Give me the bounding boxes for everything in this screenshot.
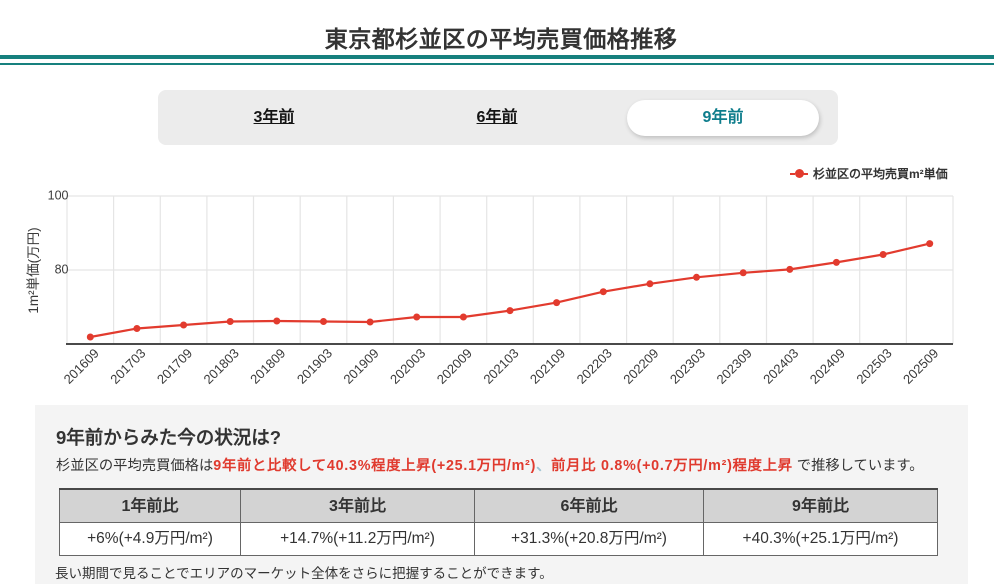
svg-text:202003: 202003	[387, 346, 428, 387]
svg-text:202209: 202209	[620, 346, 661, 387]
svg-text:202009: 202009	[434, 346, 475, 387]
svg-text:100: 100	[48, 189, 69, 203]
svg-text:201803: 201803	[201, 346, 242, 387]
svg-text:201809: 201809	[247, 346, 288, 387]
svg-text:202303: 202303	[667, 346, 708, 387]
svg-text:1m²単価(万円): 1m²単価(万円)	[26, 227, 41, 313]
svg-text:202503: 202503	[853, 346, 894, 387]
svg-text:202109: 202109	[527, 346, 568, 387]
svg-text:202509: 202509	[900, 346, 941, 387]
svg-text:202403: 202403	[760, 346, 801, 387]
svg-text:201709: 201709	[154, 346, 195, 387]
svg-text:202309: 202309	[714, 346, 755, 387]
svg-text:201609: 201609	[61, 346, 102, 387]
svg-text:201909: 201909	[340, 346, 381, 387]
svg-text:202103: 202103	[480, 346, 521, 387]
svg-text:202409: 202409	[807, 346, 848, 387]
svg-text:201703: 201703	[107, 346, 148, 387]
svg-text:201903: 201903	[294, 346, 335, 387]
svg-text:80: 80	[55, 263, 69, 277]
svg-text:202203: 202203	[574, 346, 615, 387]
